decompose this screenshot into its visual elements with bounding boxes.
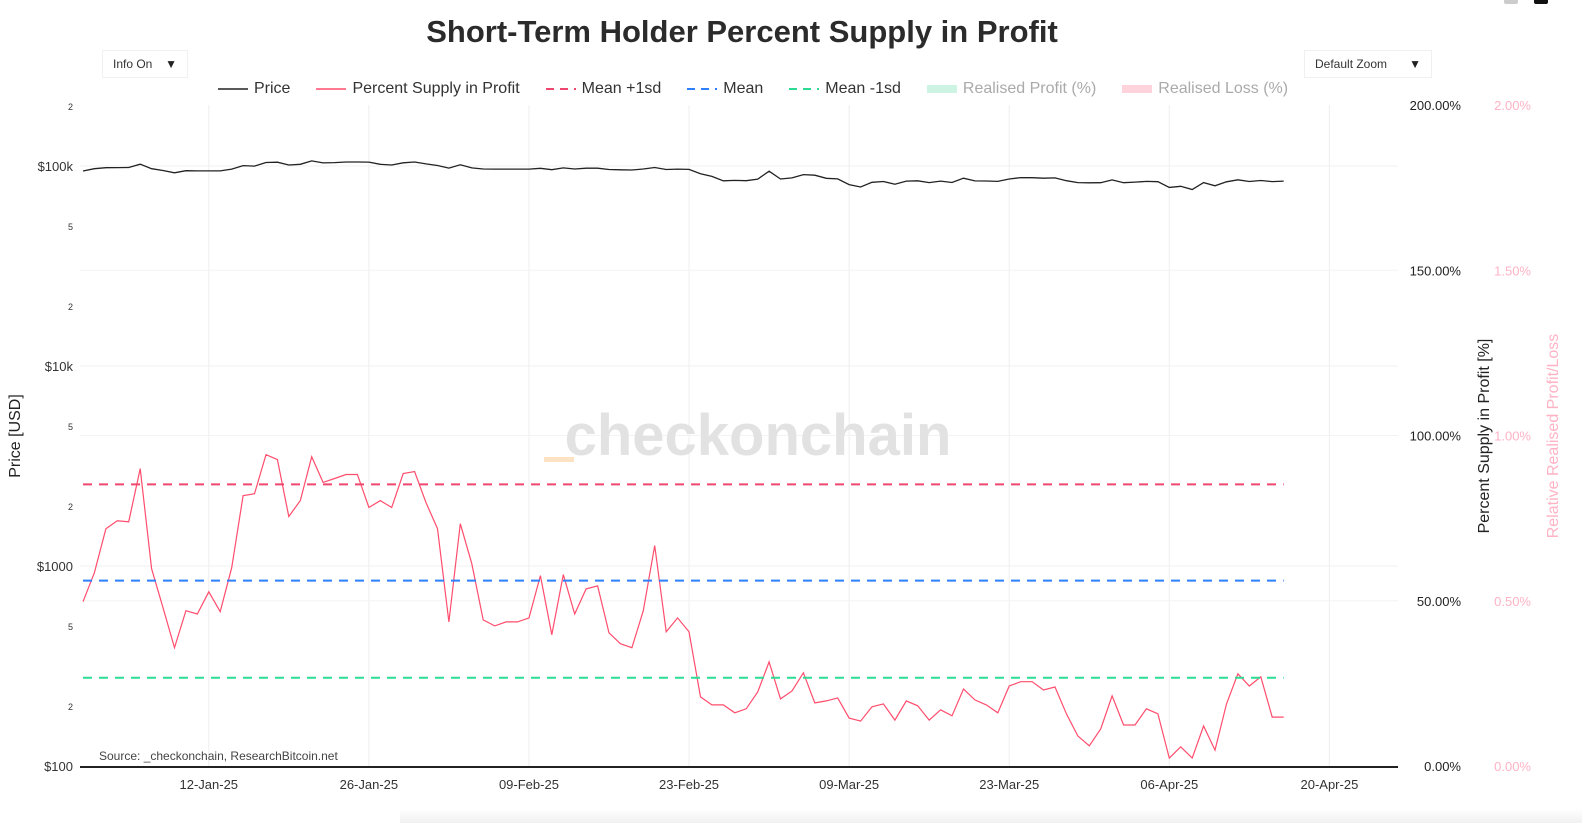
legend-label: Mean +1sd (581, 80, 662, 97)
y-right2-axis-title: Relative Realised Profit/Loss (1545, 334, 1562, 539)
camera-icon[interactable] (1504, 0, 1518, 4)
y-right-tick-label: 100.00% (1410, 429, 1462, 444)
y-right2-tick-label: 2.00% (1494, 98, 1531, 113)
legend: Price Percent Supply in Profit Mean +1sd Me… (218, 80, 1314, 98)
legend-label: Mean -1sd (825, 80, 901, 97)
legend-item[interactable]: Realised Loss (%) (1122, 80, 1288, 98)
series-line-price (82, 160, 1284, 191)
y-left-tick-label: 2 (68, 702, 73, 712)
y-left-tick-label: 2 (68, 502, 73, 512)
source-note: Source: _checkonchain, ResearchBitcoin.n… (99, 749, 338, 763)
x-tick-label: 09-Feb-25 (499, 777, 559, 792)
y-right-tick-label: 150.00% (1410, 263, 1462, 278)
legend-item[interactable]: Price (218, 80, 290, 98)
y-left-tick-label: 5 (68, 422, 73, 432)
legend-swatch-icon (316, 88, 347, 90)
x-tick-label: 26-Jan-25 (340, 777, 399, 792)
legend-swatch-icon (789, 88, 820, 90)
y-right-tick-label: 200.00% (1410, 98, 1462, 113)
y-right2-tick-label: 1.50% (1494, 263, 1531, 278)
zoom-dropdown[interactable]: Default Zoom ▼ (1304, 50, 1432, 78)
chart-title: Short-Term Holder Percent Supply in Prof… (426, 14, 1058, 49)
legend-item[interactable]: Mean -1sd (789, 80, 901, 98)
y-right2-tick-label: 0.50% (1494, 594, 1531, 609)
legend-swatch-icon (218, 88, 248, 90)
legend-item[interactable]: Realised Profit (%) (926, 80, 1097, 98)
series-line-percent-supply-in-profit (82, 453, 1284, 760)
y-left-tick-label: $10k (45, 359, 74, 374)
info-toggle-dropdown[interactable]: Info On ▼ (102, 50, 188, 78)
watermark-underscore (544, 457, 574, 462)
y-left-tick-label: 2 (68, 302, 73, 312)
y-left-axis-title: Price [USD] (7, 394, 24, 478)
y-left-tick-label: 5 (68, 222, 73, 232)
y-left-tick-label: 5 (68, 622, 73, 632)
y-right2-tick-label: 0.00% (1494, 759, 1531, 774)
bar-chart-icon[interactable] (1534, 0, 1548, 4)
dropdown-arrow-icon: ▼ (1409, 57, 1421, 71)
y-left-tick-label: $100k (38, 159, 74, 174)
x-tick-label: 06-Apr-25 (1140, 777, 1198, 792)
legend-label: Realised Loss (%) (1158, 80, 1289, 97)
legend-swatch-icon (1122, 85, 1153, 93)
legend-swatch-icon (687, 88, 718, 90)
legend-item[interactable]: Mean +1sd (545, 80, 662, 98)
info-toggle-label: Info On (113, 57, 153, 71)
legend-label: Realised Profit (%) (962, 80, 1097, 97)
y-right-axis-title: Percent Supply in Profit [%] (1476, 339, 1493, 534)
x-tick-label: 20-Apr-25 (1300, 777, 1358, 792)
legend-label: Mean (723, 80, 764, 97)
x-tick-label: 23-Feb-25 (659, 777, 719, 792)
legend-swatch-icon (545, 88, 576, 90)
legend-item[interactable]: Mean (687, 80, 763, 98)
zoom-label: Default Zoom (1315, 57, 1388, 71)
x-tick-label: 23-Mar-25 (979, 777, 1039, 792)
y-left-tick-label: $100 (44, 759, 73, 774)
legend-item[interactable]: Percent Supply in Profit (316, 80, 520, 98)
bottom-shadow (400, 809, 1582, 823)
legend-swatch-icon (926, 85, 957, 93)
x-tick-label: 09-Mar-25 (819, 777, 879, 792)
y-right-tick-label: 0.00% (1424, 759, 1461, 774)
y-left-tick-label: 2 (68, 102, 73, 112)
y-right-tick-label: 50.00% (1417, 594, 1462, 609)
x-tick-label: 12-Jan-25 (180, 777, 239, 792)
y-left-tick-label: $1000 (37, 559, 73, 574)
y-right2-tick-label: 1.00% (1494, 429, 1531, 444)
legend-label: Price (254, 80, 291, 97)
watermark: checkonchain (565, 403, 952, 468)
legend-label: Percent Supply in Profit (352, 80, 520, 97)
dropdown-arrow-icon: ▼ (165, 57, 177, 71)
